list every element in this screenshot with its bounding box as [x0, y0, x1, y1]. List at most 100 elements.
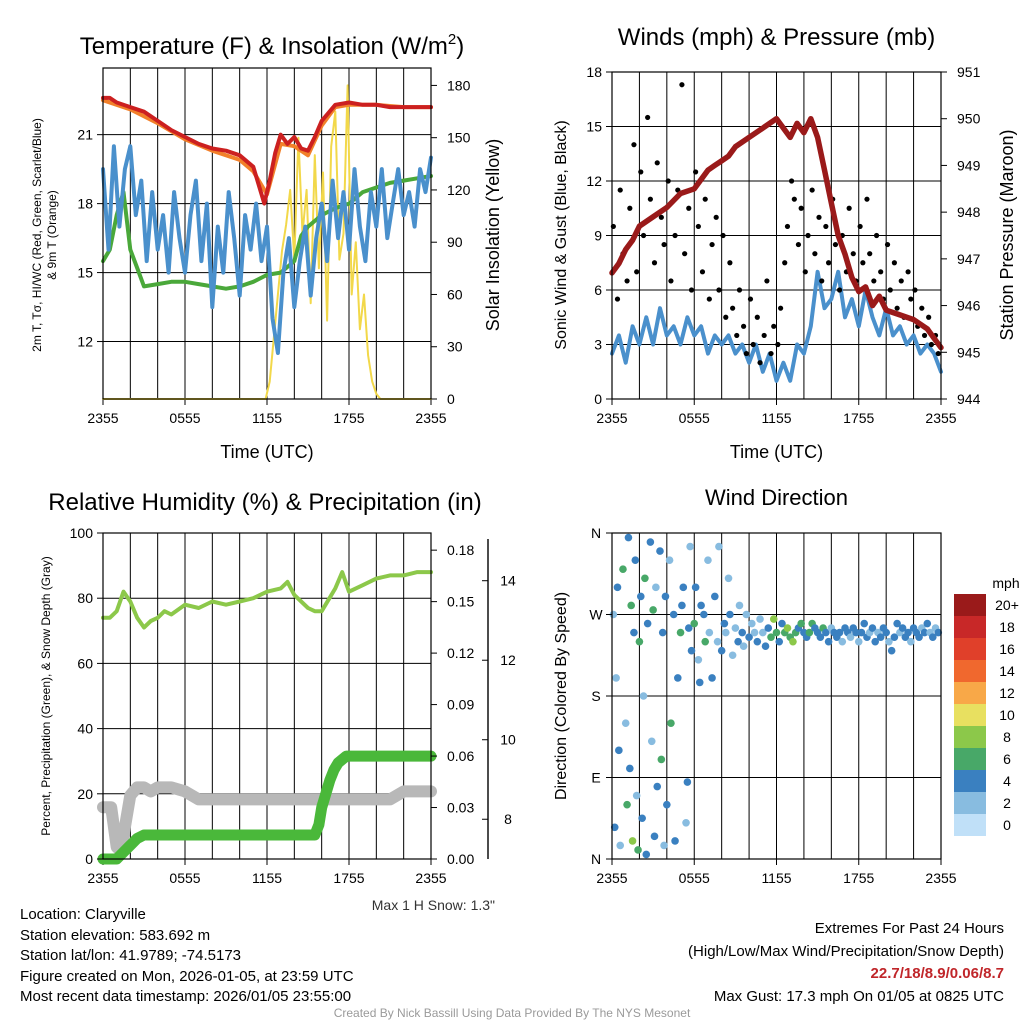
wind-direction-point	[646, 538, 655, 546]
gust-point	[754, 314, 760, 320]
gust-point	[723, 314, 729, 320]
temp-title: Temperature (F) & Insolation (W/m2)	[80, 31, 464, 60]
gust-point	[720, 232, 726, 239]
temp-ytick-label: 18	[77, 196, 93, 212]
wind-direction-point	[630, 628, 638, 637]
gust-point	[857, 223, 863, 230]
precipitation-line	[97, 750, 437, 865]
gust-point	[736, 287, 743, 293]
snow-ytick-label: 12	[500, 652, 516, 668]
wind-direction-point	[893, 619, 901, 628]
wdir-ylabel: Direction (Colored By Speed)	[553, 592, 570, 800]
temp-ytick-label: 15	[77, 265, 93, 281]
speed-legend-label: 12	[999, 685, 1015, 701]
temp-frame	[102, 67, 432, 400]
gust-point	[757, 360, 763, 366]
wind-y2tick-label: 945	[957, 344, 981, 360]
station-info: Location: Claryville Station elevation: …	[20, 905, 354, 1008]
wind-xtick-label: 2355	[596, 410, 627, 426]
wdir-ytick-label: N	[591, 851, 601, 867]
wind-ytick-label: 6	[594, 282, 602, 298]
temp-title-superscript: 2	[448, 31, 456, 48]
snow-depth-line	[97, 781, 437, 857]
rh-precip-y2tick-label: 0.09	[447, 697, 474, 713]
wind-direction-point	[778, 619, 786, 628]
wind-direction-point	[745, 633, 753, 641]
wind-direction-point	[669, 610, 678, 619]
wind-direction-point	[876, 633, 885, 641]
rh-ytick-label: 40	[77, 721, 93, 737]
gust-point	[894, 305, 900, 311]
gust-point	[651, 260, 658, 266]
wdir-xtick-label: 2355	[925, 870, 956, 886]
wind-direction-point	[628, 837, 637, 845]
wind-direction-point	[713, 637, 722, 646]
speed-legend-label: 20+	[995, 597, 1019, 613]
wind-y2tick-label: 947	[957, 251, 981, 267]
speed-legend-swatch	[954, 616, 986, 638]
wind-ytick-label: 3	[594, 337, 602, 353]
dewpoint-line	[101, 174, 433, 291]
gust-point	[825, 260, 832, 266]
credit-line: Created By Nick Bassill Using Data Provi…	[333, 1006, 691, 1020]
gust-point	[688, 287, 695, 293]
wind-direction-point	[635, 637, 644, 646]
wind-direction-point	[907, 637, 915, 646]
wind-direction-point	[797, 619, 805, 628]
wind-direction-point	[758, 628, 767, 637]
wind-direction-point	[612, 674, 620, 682]
gust-point	[627, 205, 633, 211]
wind-direction-point	[822, 628, 830, 637]
wind-direction-point	[652, 583, 660, 592]
wdir-xtick-label: 1755	[843, 870, 874, 886]
gust-point	[802, 269, 808, 275]
wind-ytick-label: 15	[586, 119, 602, 135]
wind-direction-point	[769, 615, 778, 623]
wind-direction-point	[887, 646, 896, 655]
wind-direction-point	[742, 610, 751, 619]
temp-ytick-label: 21	[77, 127, 93, 143]
wind-direction-point	[676, 628, 685, 637]
rh-precip-y2tick-label: 0.06	[447, 748, 474, 764]
temp-ytick-label: 12	[77, 334, 93, 350]
temp2m-line	[101, 95, 433, 206]
wind-direction-point	[860, 619, 869, 628]
temp-y2tick-label: 120	[447, 182, 471, 198]
speed-legend-label: 6	[1003, 751, 1011, 767]
rh-ytick-label: 60	[77, 655, 93, 671]
temp-xtick-label: 1755	[333, 410, 364, 426]
rh-precip-y2tick-label: 0.00	[447, 851, 474, 867]
gust-point	[743, 350, 749, 357]
wind-direction-point	[639, 692, 648, 700]
wind-direction-point	[789, 637, 797, 646]
wdir-ytick-label: S	[591, 688, 600, 704]
max-gust: Max Gust: 17.3 mph On 01/05 at 0825 UTC	[713, 987, 1004, 1005]
gust-point	[699, 269, 706, 275]
gust-point	[658, 214, 664, 220]
wind-direction-point	[857, 628, 866, 637]
gust-point	[928, 341, 935, 348]
temp-y2label: Solar Insolation (Yellow)	[483, 139, 503, 331]
gust-point	[634, 269, 640, 275]
wind-direction-point	[882, 628, 890, 637]
wind-direction-point	[756, 615, 764, 623]
speed-legend-swatch	[954, 792, 986, 814]
gust-point	[887, 287, 893, 293]
gust-point	[778, 305, 784, 311]
wind-direction-point	[653, 782, 662, 791]
gust-point	[713, 214, 719, 220]
wdir-ytick-label: W	[589, 607, 603, 623]
wind-direction-point	[678, 601, 686, 610]
gust-point	[908, 296, 914, 302]
temp-y2tick-label: 150	[447, 130, 471, 146]
wind-direction-point	[704, 556, 712, 564]
wind-xtick-label: 2355	[925, 410, 956, 426]
temp-y2tick-label: 0	[447, 391, 455, 407]
gust-point	[730, 305, 736, 311]
speed-legend-swatch	[954, 660, 986, 682]
wind-direction-point	[885, 637, 893, 646]
wdir-ytick-label: E	[591, 770, 600, 786]
gust-point	[686, 205, 692, 211]
wind-y2tick-label: 948	[957, 204, 981, 220]
